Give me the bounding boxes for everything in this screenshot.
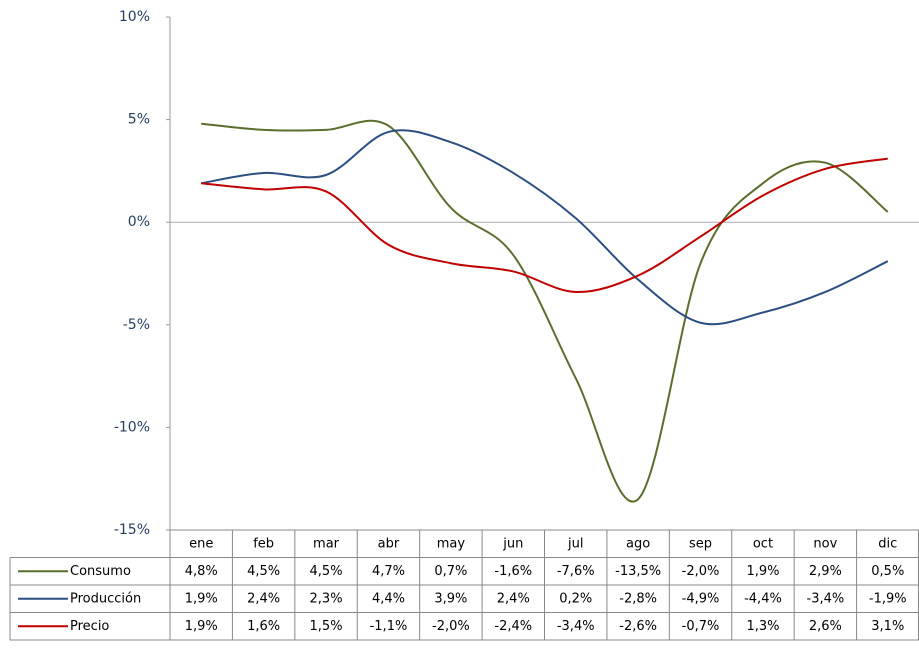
table-cell: 1,9% — [185, 591, 218, 606]
table-cell: -1,1% — [370, 619, 408, 634]
table-cell: -4,4% — [744, 591, 782, 606]
table-cell: 2,4% — [497, 591, 530, 606]
x-tick-label: feb — [253, 536, 274, 551]
table-cell: 1,9% — [746, 564, 779, 579]
table-cell: -2,6% — [619, 619, 657, 634]
table-cell: 0,2% — [559, 591, 592, 606]
y-tick-label: -5% — [123, 317, 150, 333]
table-cell: -3,4% — [807, 591, 845, 606]
table-cell: -2,0% — [682, 564, 720, 579]
table-cell: 4,7% — [372, 564, 405, 579]
table-cell: 4,5% — [247, 564, 280, 579]
y-tick-label: 5% — [128, 112, 150, 128]
x-tick-label: oct — [753, 536, 773, 551]
table-cell: -2,0% — [432, 619, 470, 634]
table-cell: 4,5% — [310, 564, 343, 579]
table-cell: 4,8% — [185, 564, 218, 579]
series-line — [201, 119, 889, 503]
table-cell: 1,9% — [185, 619, 218, 634]
table-cell: -2,8% — [619, 591, 657, 606]
table-cell: -7,6% — [557, 564, 595, 579]
table-cell: 2,9% — [809, 564, 842, 579]
x-tick-label: mar — [313, 536, 340, 551]
table-cell: -4,9% — [682, 591, 720, 606]
x-tick-label: nov — [813, 536, 837, 551]
table-cell: -2,4% — [494, 619, 532, 634]
table-cell: 3,1% — [871, 619, 904, 634]
table-cell: -13,5% — [615, 564, 661, 579]
y-tick-label: -15% — [114, 522, 150, 538]
table-cell: -1,6% — [494, 564, 532, 579]
y-tick-label: 10% — [119, 9, 150, 25]
table-cell: -1,9% — [869, 591, 907, 606]
table-cell: 1,5% — [310, 619, 343, 634]
legend-label: Precio — [70, 619, 109, 634]
y-tick-label: -10% — [114, 419, 150, 435]
x-tick-label: dic — [878, 536, 897, 551]
table-cell: 1,3% — [746, 619, 779, 634]
x-tick-label: jul — [567, 536, 583, 551]
table-cell: 0,5% — [871, 564, 904, 579]
series-line — [201, 129, 889, 326]
x-tick-label: jun — [502, 536, 523, 551]
y-tick-label: 0% — [128, 214, 150, 230]
x-tick-label: may — [437, 536, 466, 551]
table-cell: 1,6% — [247, 619, 280, 634]
legend-label: Producción — [70, 591, 141, 606]
table-cell: 2,3% — [310, 591, 343, 606]
legend-label: Consumo — [70, 564, 131, 579]
table-cell: 3,9% — [434, 591, 467, 606]
x-tick-label: abr — [378, 536, 400, 551]
x-tick-label: ene — [189, 536, 213, 551]
table-cell: 2,4% — [247, 591, 280, 606]
x-tick-label: sep — [689, 536, 712, 551]
x-tick-label: ago — [626, 536, 650, 551]
table-cell: -3,4% — [557, 619, 595, 634]
table-cell: 4,4% — [372, 591, 405, 606]
table-cell: 0,7% — [434, 564, 467, 579]
series-line — [201, 157, 888, 293]
table-cell: -0,7% — [682, 619, 720, 634]
table-cell: 2,6% — [809, 619, 842, 634]
